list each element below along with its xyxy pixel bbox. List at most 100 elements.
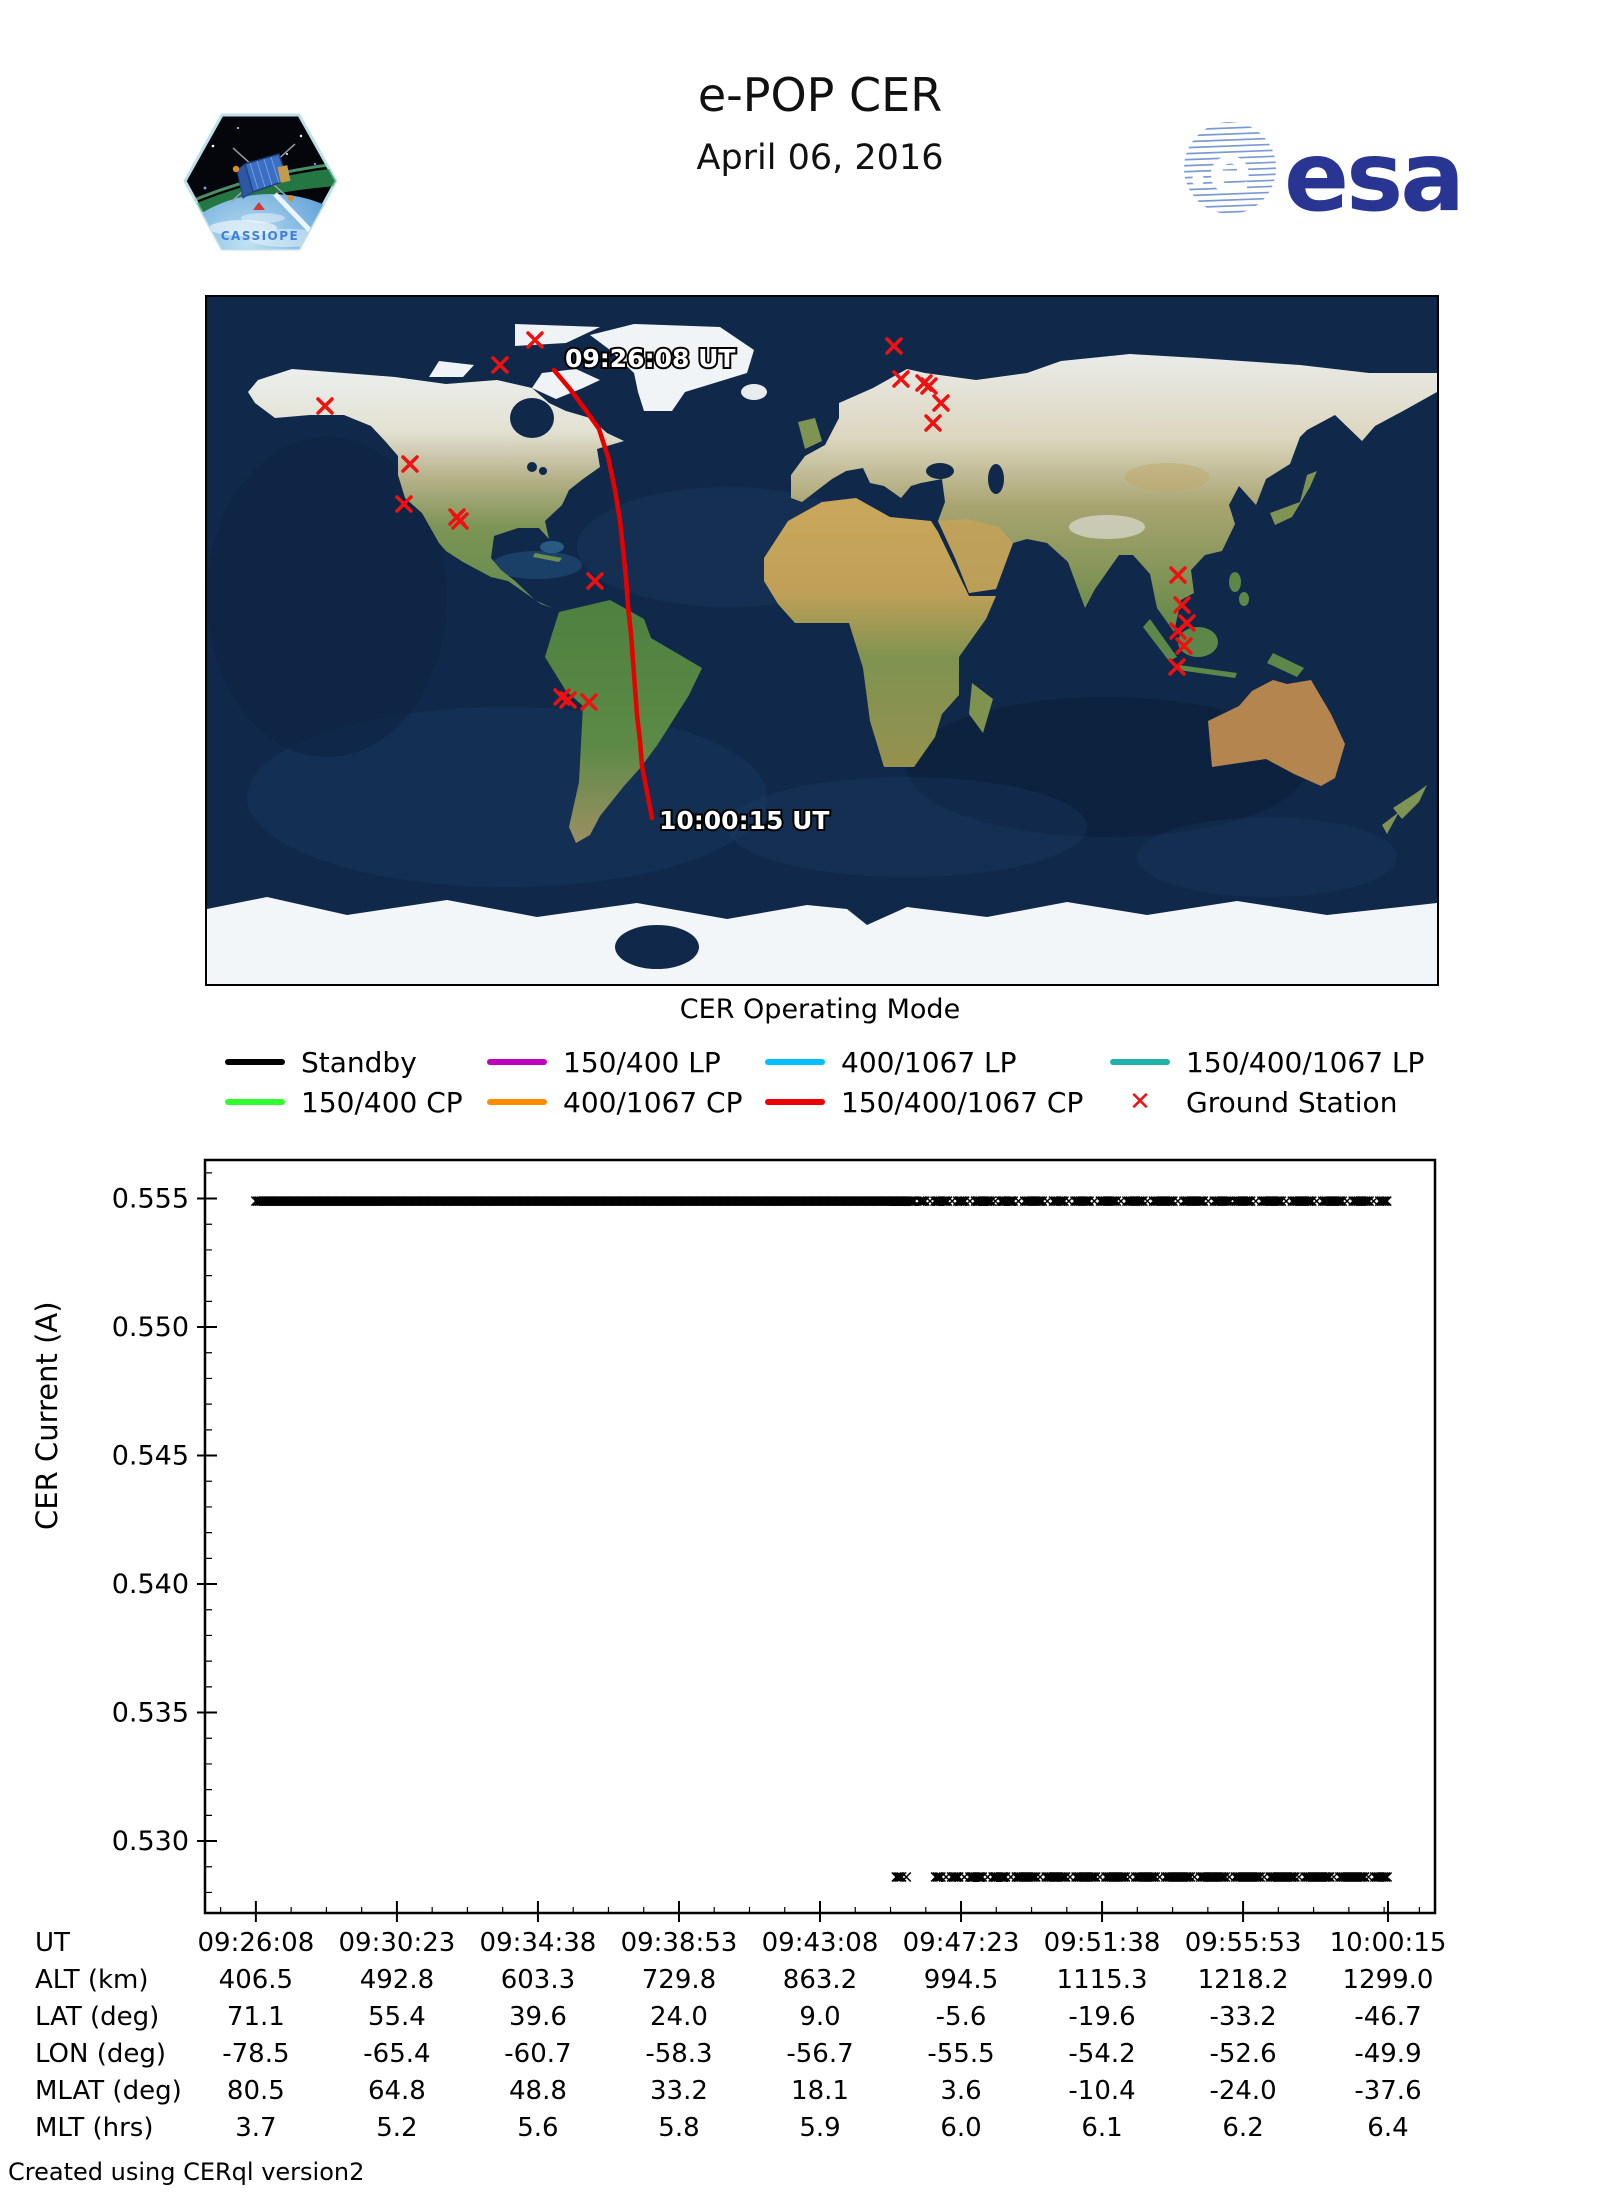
table-cell: 48.8 (508, 2076, 567, 2106)
legend-swatch (225, 1059, 285, 1065)
legend-item-400-1067-lp: 400/1067 LP (765, 1044, 1017, 1080)
victoria-island (429, 361, 474, 377)
page-title: e-POP CER (697, 68, 943, 122)
british-isles (798, 418, 822, 449)
legend-title: CER Operating Mode (679, 994, 961, 1025)
mini-logo (253, 202, 265, 210)
legend-swatch (1110, 1059, 1170, 1065)
cer-current-chart: 0.555 0.550 0.545 0.540 0.535 0.530 (112, 1158, 1437, 1922)
philippines (1229, 572, 1241, 592)
table-cell: 5.6 (517, 2113, 559, 2143)
y-tick-label: 0.545 (112, 1441, 189, 1472)
table-row-label-ut: UT (35, 1928, 70, 1958)
great-lakes (527, 462, 537, 472)
australia (1208, 680, 1345, 786)
table-cell: -78.5 (222, 2039, 290, 2069)
table-cell: 6.0 (940, 2113, 982, 2143)
iceland (741, 384, 767, 400)
new-zealand (1393, 785, 1427, 819)
table-cell: 729.8 (641, 1965, 717, 1995)
map-overlay: 09:26:08 UT 10:00:15 UT (316, 331, 1196, 837)
start-time-label: 09:26:08 UT (565, 344, 735, 373)
table-cell: 33.2 (650, 2076, 708, 2106)
table-cell: 1115.3 (1056, 1965, 1148, 1995)
gobi-desert (1125, 463, 1209, 491)
table-cell: 6.4 (1367, 2113, 1409, 2143)
table-cell: 3.7 (235, 2113, 277, 2143)
new-guinea (1267, 653, 1304, 677)
table-cell: 18.1 (791, 2076, 849, 2106)
legend-swatch (765, 1099, 825, 1105)
legend-item-ground-station: ✕ Ground Station (1110, 1084, 1397, 1120)
table-cell: 24.0 (650, 2002, 708, 2032)
table-cell: 09:30:23 (338, 1928, 456, 1958)
table-cell: 994.5 (923, 1965, 999, 1995)
ground-track (551, 367, 655, 821)
legend-label: 150/400 LP (563, 1045, 721, 1079)
legend-item-150-400-cp: 150/400 CP (225, 1084, 463, 1120)
legend-item-400-1067-cp: 400/1067 CP (487, 1084, 742, 1120)
table-cell: 6.2 (1222, 2113, 1264, 2143)
ground-station-x-icon: ✕ (1129, 1087, 1151, 1117)
weddell-sea (615, 925, 699, 969)
ground-station-markers (316, 331, 1196, 711)
table-cell: 863.2 (782, 1965, 858, 1995)
table-cell: -33.2 (1209, 2002, 1277, 2032)
legend-label: 400/1067 LP (841, 1045, 1017, 1079)
patch-text: CASSIOPE (221, 229, 300, 243)
page-date: April 06, 2016 (696, 138, 944, 178)
legend-swatch (487, 1059, 547, 1065)
greenland (590, 324, 754, 411)
table-cell: 71.1 (226, 2002, 285, 2032)
table-cell: 10:00:15 (1329, 1928, 1447, 1958)
table-cell: -19.6 (1068, 2002, 1136, 2032)
table-cell: -56.7 (786, 2039, 854, 2069)
table-cell: -60.7 (504, 2039, 572, 2069)
table-row-label-mlt-hrs-: MLT (hrs) (35, 2113, 154, 2143)
legend-label: Standby (301, 1045, 417, 1079)
scatter-series-CER-current-high-level (250, 1196, 1392, 1207)
table-row-label-lat-deg-: LAT (deg) (35, 2002, 160, 2032)
hudson-bay (510, 398, 554, 438)
legend-item-150-400-1067-lp: 150/400/1067 LP (1110, 1044, 1424, 1080)
satellite (230, 143, 296, 203)
south-america (545, 600, 702, 843)
table-cell: 09:55:53 (1184, 1928, 1302, 1958)
end-time-label: 10:00:15 UT (659, 806, 829, 835)
table-row-label-alt-km-: ALT (km) (35, 1965, 149, 1995)
madagascar (969, 683, 993, 733)
footer-credit: Created using CERql version2 (8, 2158, 365, 2186)
arabia-desert (938, 519, 1013, 593)
legend-label: 150/400 CP (301, 1085, 463, 1119)
y-tick-label: 0.550 (112, 1312, 189, 1343)
table-cell: 09:51:38 (1043, 1928, 1161, 1958)
y-tick-label: 0.540 (112, 1569, 189, 1600)
scatter-series-CER-current-low-level (891, 1871, 1393, 1883)
table-cell: -58.3 (645, 2039, 713, 2069)
table-cell: 406.5 (218, 1965, 294, 1995)
table-cell: 09:43:08 (761, 1928, 879, 1958)
y-tick-label: 0.530 (112, 1826, 189, 1857)
table-cell: -37.6 (1354, 2076, 1422, 2106)
minor-ticks (205, 1172, 1420, 1913)
africa (764, 498, 996, 767)
legend-item-150-400-1067-cp: 150/400/1067 CP (765, 1084, 1083, 1120)
legend-label: Ground Station (1186, 1085, 1398, 1119)
table-cell: 1218.2 (1197, 1965, 1289, 1995)
esa-logo: e esa (1184, 121, 1465, 218)
cuba (533, 553, 562, 562)
world-map: 09:26:08 UT 10:00:15 UT (205, 295, 1439, 986)
java (1178, 665, 1237, 678)
plot-border (203, 1158, 1437, 1915)
japan (1270, 471, 1317, 525)
table-cell: 64.8 (367, 2076, 426, 2106)
y-tick-label: 0.555 (112, 1184, 189, 1215)
table-cell: 5.8 (658, 2113, 700, 2143)
legend-swatch (225, 1099, 285, 1105)
table-cell: 492.8 (359, 1965, 435, 1995)
table-cell: -10.4 (1068, 2076, 1136, 2106)
eurasia (791, 354, 1437, 632)
table-cell: -55.5 (927, 2039, 995, 2069)
table-row-label-lon-deg-: LON (deg) (35, 2039, 167, 2069)
